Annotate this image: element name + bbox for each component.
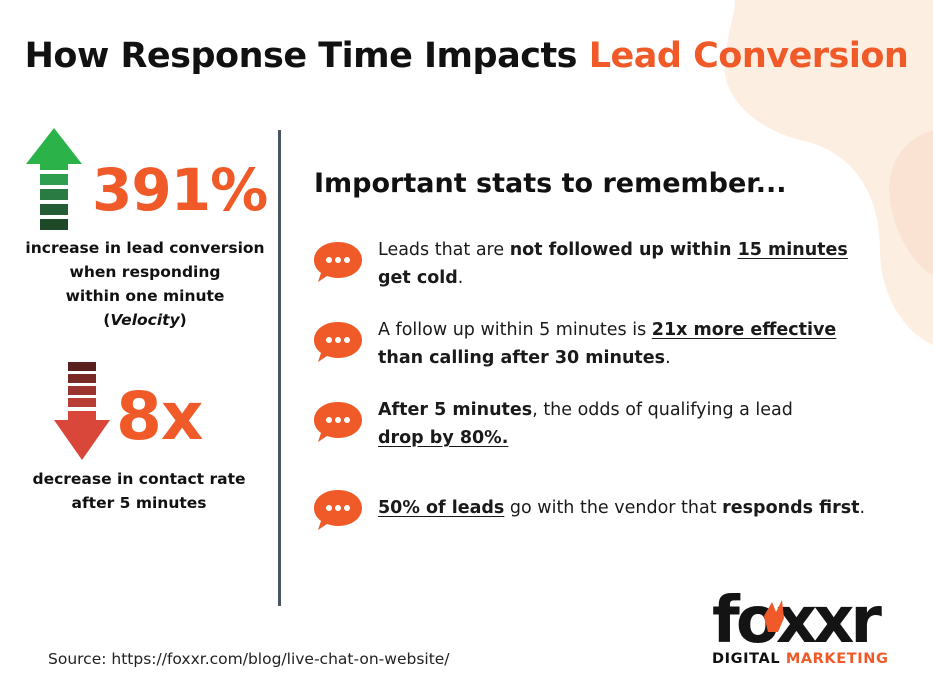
bullet-text-bold: than calling after 30 minutes — [378, 348, 666, 368]
bullet-text-plain: . — [859, 498, 866, 518]
bullet-text-underline: 15 minutes — [737, 240, 848, 260]
stat-8x-caption: decrease in contact rate after 5 minutes — [24, 467, 254, 515]
bullet-text: A follow up within 5 minutes is 21x more… — [378, 316, 898, 372]
arrow-down-icon — [54, 362, 110, 460]
logo-tagline: DIGITAL MARKETING — [712, 651, 889, 667]
chat-bubble-icon — [314, 322, 362, 362]
title-main: How Response Time Impacts — [24, 36, 589, 76]
bullet-text-plain: . — [665, 348, 671, 368]
logo-tagline-digital: DIGITAL — [712, 651, 786, 667]
stats-heading: Important stats to remember... — [314, 168, 787, 199]
caption-line: within one minute — [65, 287, 225, 305]
stat-391-caption: increase in lead conversion when respond… — [22, 236, 268, 332]
caption-line: decrease in contact rate — [32, 470, 246, 488]
column-divider — [278, 130, 281, 606]
chat-bubble-icon — [314, 242, 362, 282]
page-title: How Response Time Impacts Lead Conversio… — [0, 36, 933, 76]
bullet-text: Leads that are not followed up within 15… — [378, 236, 898, 292]
caption-paren-open: ( — [103, 311, 111, 329]
bullet-text-bold: not followed up within — [509, 240, 738, 260]
logo-tagline-marketing: MARKETING — [785, 651, 889, 667]
foxxr-logo: foxxr — [712, 588, 886, 650]
bullet-text-bold: get cold — [378, 268, 458, 288]
bullet-text-plain: A follow up within 5 minutes is — [378, 320, 652, 340]
stat-8x-value: 8x — [116, 378, 203, 455]
bullet-text-plain: . — [457, 268, 464, 288]
bullet-text-underline: 50% of leads — [378, 498, 505, 518]
arrow-up-icon — [26, 128, 82, 230]
bullet-text-underline: 21x more effective — [651, 320, 837, 340]
stat-391-value: 391% — [92, 156, 268, 224]
bullet-text-bold: After 5 minutes — [378, 400, 533, 420]
bullet-text: 50% of leads go with the vendor that res… — [378, 494, 898, 522]
caption-line: when responding — [69, 263, 221, 281]
title-highlight: Lead Conversion — [588, 36, 909, 76]
bullet-text-plain: , the odds of qualifying a lead — [532, 400, 793, 420]
caption-line: after 5 minutes — [71, 494, 207, 512]
chat-bubble-icon — [314, 402, 362, 442]
bullet-text-underline: drop by 80%. — [378, 428, 509, 448]
caption-paren-close: ) — [179, 311, 187, 329]
caption-italic: Velocity — [110, 311, 180, 329]
caption-line: increase in lead conversion — [25, 239, 265, 257]
bullet-text-plain: Leads that are — [378, 240, 510, 260]
chat-bubble-icon — [314, 490, 362, 530]
bullet-text: After 5 minutes, the odds of qualifying … — [378, 396, 898, 452]
bullet-text-plain: go with the vendor that — [504, 498, 723, 518]
caption-line: (Velocity) — [22, 308, 268, 332]
source-citation: Source: https://foxxr.com/blog/live-chat… — [48, 650, 450, 668]
bullet-text-bold: responds first — [722, 498, 860, 518]
logo-wordmark: foxxr — [712, 588, 882, 650]
